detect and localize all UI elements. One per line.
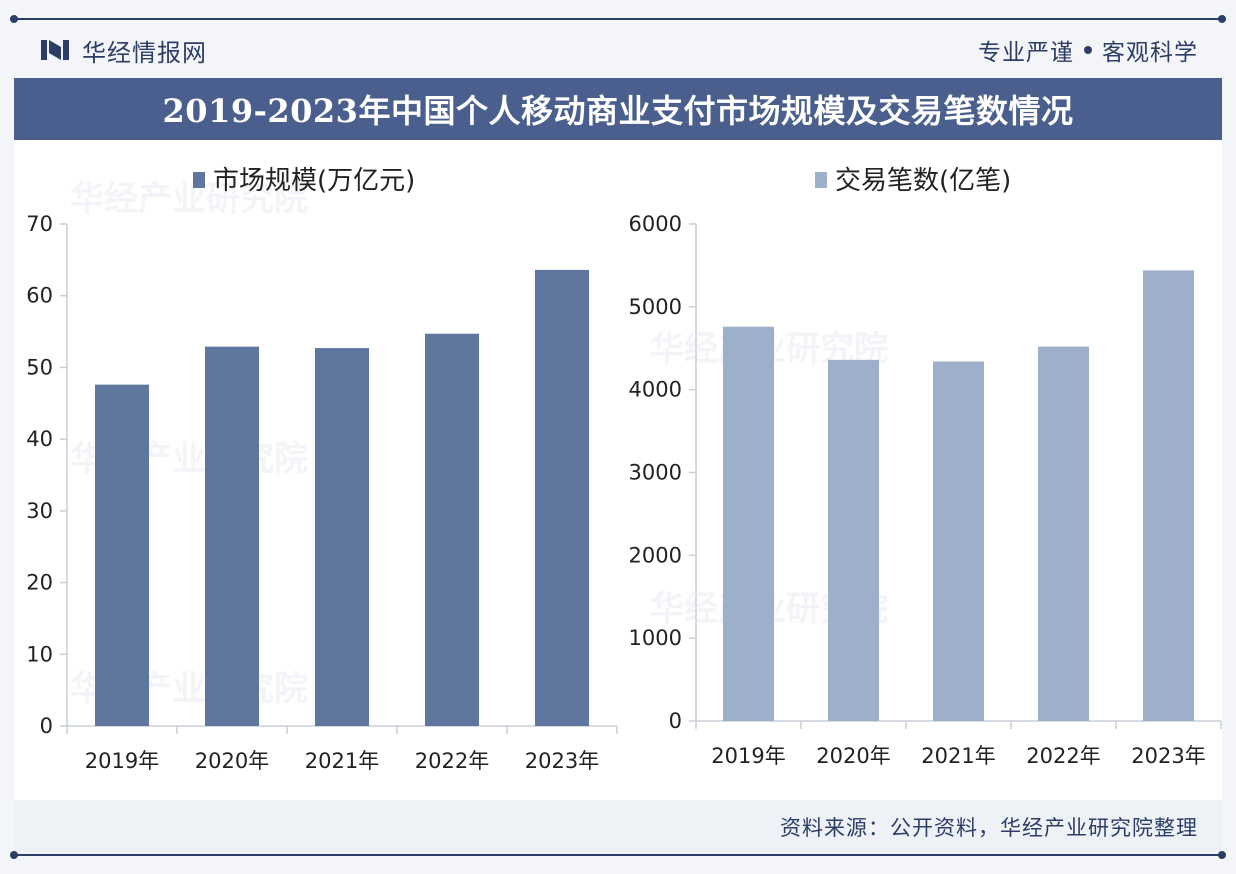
slogan-dot [1084, 46, 1092, 54]
top-rule [14, 18, 1222, 20]
x-tick-label: 2020年 [195, 749, 269, 773]
legend-label: 市场规模(万亿元) [213, 166, 415, 196]
brand-logo-icon [41, 40, 69, 60]
legend-swatch [815, 172, 827, 188]
x-tick-label: 2022年 [415, 749, 489, 773]
y-tick-label: 4000 [629, 378, 682, 402]
bar [1143, 270, 1194, 721]
y-tick-label: 60 [26, 284, 53, 308]
slogan: 专业严谨 客观科学 [978, 30, 1198, 70]
bar [205, 346, 259, 726]
x-tick-label: 2023年 [525, 749, 599, 773]
y-tick-label: 0 [40, 714, 53, 738]
x-tick-label: 2022年 [1026, 744, 1100, 768]
y-tick-label: 40 [26, 427, 53, 451]
bar [933, 361, 984, 721]
bottom-rule-dot-left [10, 851, 18, 859]
x-tick-label: 2019年 [85, 749, 159, 773]
x-tick-label: 2021年 [305, 749, 379, 773]
bar [1038, 346, 1089, 721]
y-tick-label: 20 [26, 571, 53, 595]
y-tick-label: 0 [669, 709, 682, 733]
bar [315, 348, 369, 726]
slogan-right: 客观科学 [1102, 40, 1198, 66]
y-tick-label: 30 [26, 499, 53, 523]
y-tick-label: 1000 [629, 626, 682, 650]
bar [535, 269, 589, 726]
source-bar: 资料来源：公开资料，华经产业研究院整理 [14, 800, 1222, 854]
top-rule-dot-right [1218, 15, 1226, 23]
bottom-rule-dot-right [1218, 851, 1226, 859]
y-tick-label: 6000 [629, 212, 682, 236]
y-tick-label: 3000 [629, 461, 682, 485]
top-rule-dot-left [10, 15, 18, 23]
legend-label: 交易笔数(亿笔) [835, 166, 1011, 196]
x-tick-label: 2020年 [816, 744, 890, 768]
y-tick-label: 5000 [629, 295, 682, 319]
bar [828, 359, 879, 721]
market-size-chart: 市场规模(万亿元) 0 10 20 30 40 50 60 70 2019年 2020年 2021年 2… [26, 166, 618, 773]
y-tick-label: 50 [26, 355, 53, 379]
legend-swatch [193, 172, 205, 188]
y-tick-label: 70 [26, 212, 53, 236]
slogan-left: 专业严谨 [978, 40, 1074, 66]
title-bar: 2019-2023年中国个人移动商业支付市场规模及交易笔数情况 [14, 78, 1222, 140]
source-note: 资料来源：公开资料，华经产业研究院整理 [780, 816, 1198, 840]
bar [425, 333, 479, 726]
y-tick-label: 10 [26, 642, 53, 666]
y-tick-label: 2000 [629, 543, 682, 567]
brand: 华经情报网 [40, 30, 207, 70]
bar [723, 326, 774, 721]
brand-name: 华经情报网 [82, 38, 207, 67]
x-tick-label: 2023年 [1131, 744, 1205, 768]
bar [95, 384, 149, 726]
transaction-count-chart: 交易笔数(亿笔) 0 1000 2000 3000 4000 5000 6000 2019年 20… [629, 166, 1222, 768]
bottom-rule [14, 854, 1222, 856]
watermark-text: 华经产业研究院 [70, 179, 308, 219]
chart-title: 2019-2023年中国个人移动商业支付市场规模及交易笔数情况 [162, 92, 1074, 130]
x-tick-label: 2021年 [921, 744, 995, 768]
x-tick-label: 2019年 [711, 744, 785, 768]
